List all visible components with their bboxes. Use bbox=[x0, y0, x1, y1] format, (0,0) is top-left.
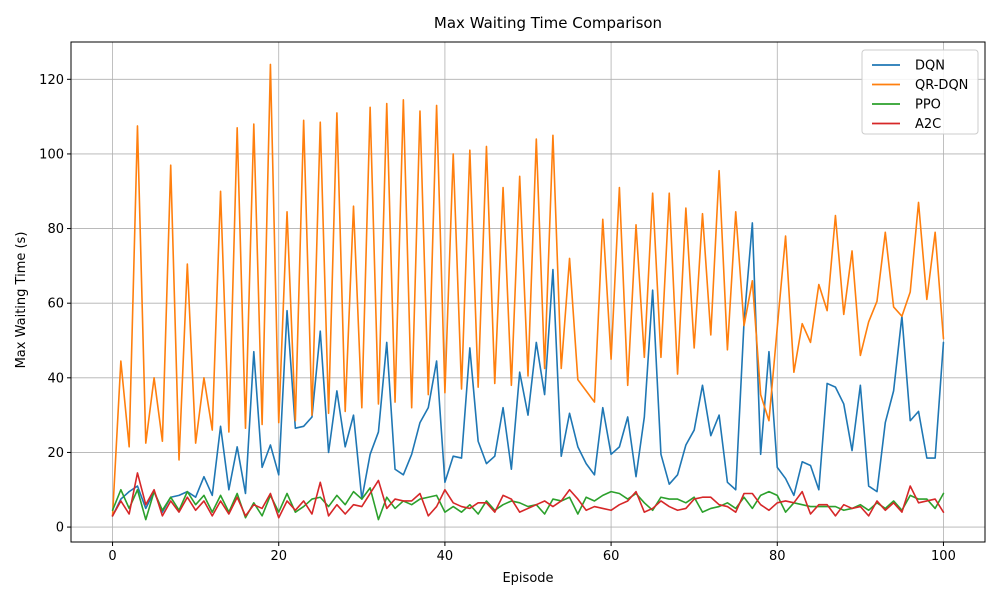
x-tick-label: 0 bbox=[108, 549, 116, 564]
legend-box bbox=[861, 49, 979, 135]
legend-label: A2C bbox=[915, 117, 941, 132]
y-tick-label: 120 bbox=[39, 73, 64, 88]
x-axis-title: Episode bbox=[502, 571, 553, 586]
y-axis-title: Max Waiting Time (s) bbox=[14, 232, 29, 369]
x-tick-label: 20 bbox=[270, 549, 287, 564]
x-tick-label: 40 bbox=[437, 549, 454, 564]
plot-frame bbox=[70, 41, 986, 543]
series-line-a2c bbox=[111, 472, 945, 519]
legend: DQN QR-DQN PPO A2C bbox=[861, 49, 979, 135]
y-tick-label: 40 bbox=[47, 371, 64, 386]
legend-label: QR-DQN bbox=[915, 78, 968, 93]
series-line-dqn bbox=[111, 222, 945, 517]
y-tick-label: 0 bbox=[56, 521, 64, 536]
y-tick-label: 100 bbox=[39, 147, 64, 162]
y-tick-label: 60 bbox=[47, 297, 64, 312]
series-lines bbox=[111, 63, 945, 521]
chart-title: Max Waiting Time Comparison bbox=[434, 14, 662, 32]
x-tick-label: 80 bbox=[769, 549, 786, 564]
axis-ticks: 0 20 40 60 80 100 0 20 40 60 80 100 120 bbox=[39, 73, 956, 564]
legend-label: DQN bbox=[915, 59, 945, 74]
x-tick-label: 100 bbox=[931, 549, 956, 564]
legend-label: PPO bbox=[915, 98, 941, 113]
y-tick-label: 20 bbox=[47, 446, 64, 461]
y-tick-label: 80 bbox=[47, 222, 64, 237]
x-tick-label: 60 bbox=[603, 549, 620, 564]
series-line-qr-dqn bbox=[111, 63, 945, 517]
